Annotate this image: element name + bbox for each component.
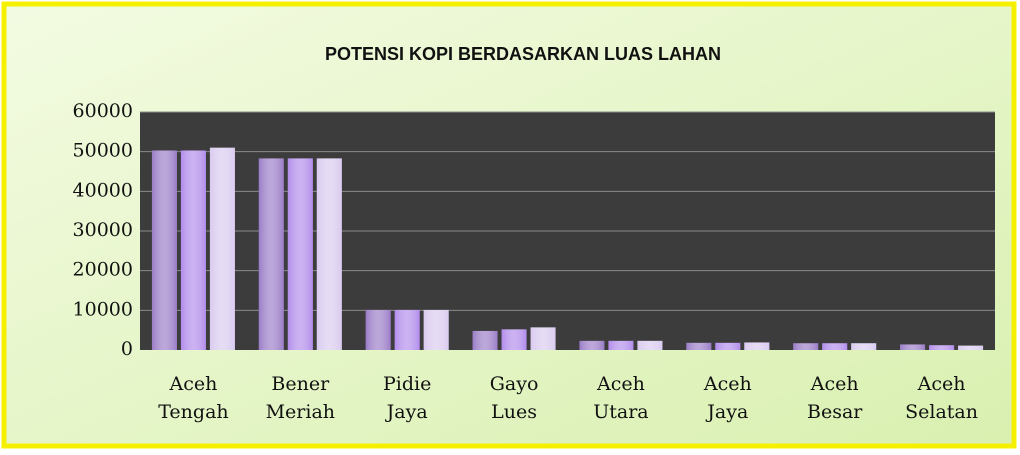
y-tick-label: 20000 — [73, 259, 133, 281]
x-tick-label: Pidie Jaya — [383, 373, 431, 423]
bar-shine — [287, 158, 313, 350]
chart-title: POTENSI KOPI BERDASARKAN LUAS LAHAN — [325, 44, 721, 64]
bar-shine — [929, 345, 955, 350]
x-tick-label: Bener Meriah — [266, 373, 335, 423]
bar-shine — [501, 329, 527, 350]
y-tick-label: 40000 — [73, 179, 133, 201]
bar-shine — [472, 330, 498, 350]
y-tick-label: 10000 — [73, 298, 133, 320]
bar-shine — [900, 344, 926, 350]
bar-shine — [180, 150, 206, 350]
x-tick-label: Gayo Lues — [490, 373, 539, 423]
x-tick-label: Aceh Jaya — [703, 373, 752, 423]
bar-shine — [151, 150, 177, 350]
y-tick-label: 30000 — [73, 219, 133, 241]
bar-shine — [365, 309, 391, 350]
bar-shine — [851, 343, 877, 350]
bar-shine — [608, 340, 634, 350]
bar-shine — [209, 147, 235, 350]
bar-shine — [822, 343, 848, 350]
bar-shine — [394, 309, 420, 350]
y-tick-label: 0 — [121, 338, 133, 360]
bar-shine — [715, 342, 741, 350]
bar-shine — [793, 343, 819, 350]
bar-shine — [530, 327, 556, 350]
bar-shine — [316, 158, 342, 350]
bar-shine — [958, 345, 984, 350]
y-tick-label: 60000 — [73, 100, 133, 122]
x-tick-label: Aceh Selatan — [905, 373, 978, 423]
x-tick-label: Aceh Besar — [807, 373, 863, 423]
bar-shine — [744, 342, 770, 350]
y-tick-label: 50000 — [73, 140, 133, 162]
bar-shine — [258, 158, 284, 350]
bar-shine — [637, 340, 663, 350]
bar-shine — [686, 342, 712, 350]
x-tick-label: Aceh Tengah — [158, 373, 228, 423]
bar-shine — [423, 309, 449, 350]
bar-shine — [579, 340, 605, 350]
x-tick-label: Aceh Utara — [593, 373, 648, 423]
